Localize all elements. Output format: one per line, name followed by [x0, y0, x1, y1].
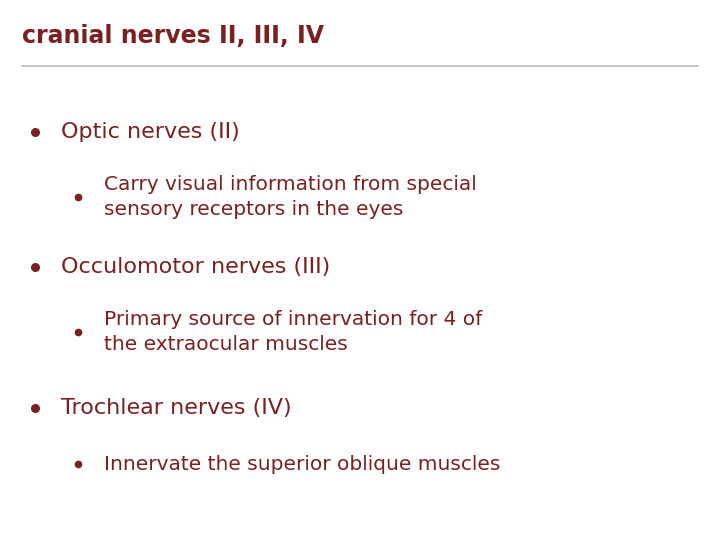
Text: Occulomotor nerves (III): Occulomotor nerves (III)	[61, 257, 330, 278]
Text: Primary source of innervation for 4 of
the extraocular muscles: Primary source of innervation for 4 of t…	[104, 310, 482, 354]
Text: cranial nerves II, III, IV: cranial nerves II, III, IV	[22, 24, 323, 48]
Text: Trochlear nerves (IV): Trochlear nerves (IV)	[61, 397, 292, 418]
Text: Carry visual information from special
sensory receptors in the eyes: Carry visual information from special se…	[104, 176, 477, 219]
Text: Innervate the superior oblique muscles: Innervate the superior oblique muscles	[104, 455, 501, 474]
Text: Optic nerves (II): Optic nerves (II)	[61, 122, 240, 143]
